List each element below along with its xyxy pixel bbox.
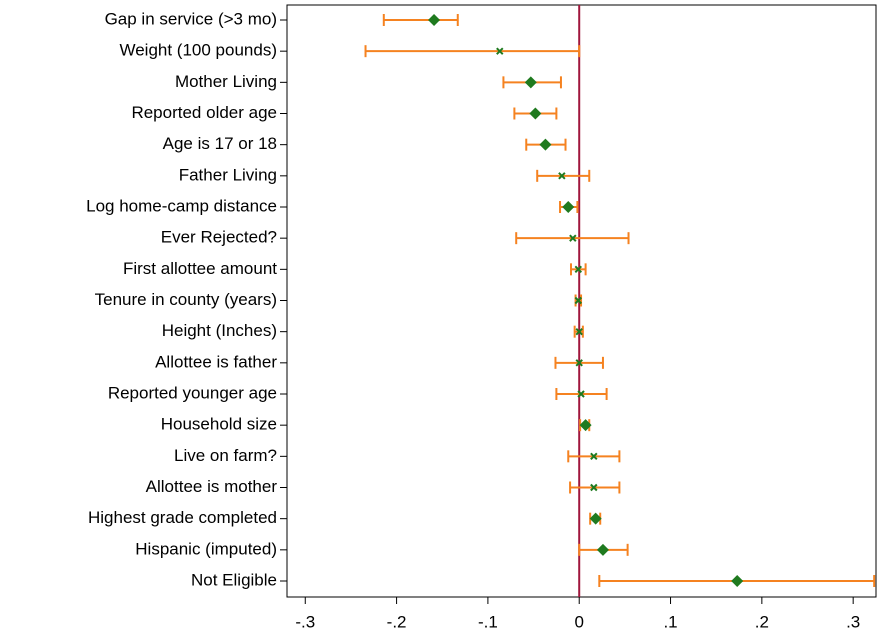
y-tick-label: Household size xyxy=(161,415,277,434)
y-tick-label: Live on farm? xyxy=(174,446,277,465)
estimate-marker xyxy=(574,265,583,274)
x-tick-label: -.1 xyxy=(478,612,498,631)
estimate-marker xyxy=(575,327,583,336)
x-tick-label: -.2 xyxy=(387,612,407,631)
estimate-marker xyxy=(589,512,602,525)
y-tick-label: Tenure in county (years) xyxy=(95,290,277,309)
estimate-marker xyxy=(577,390,585,398)
estimate-marker xyxy=(731,575,744,587)
y-tick-label: First allottee amount xyxy=(123,259,277,278)
y-tick-label: Father Living xyxy=(179,165,277,184)
x-tick-label: -.3 xyxy=(295,612,315,631)
y-tick-label: Allottee is father xyxy=(155,352,277,371)
estimate-marker xyxy=(562,201,575,213)
y-tick-label: Reported younger age xyxy=(108,383,277,402)
y-tick-label: Mother Living xyxy=(175,72,277,91)
y-tick-label: Log home-camp distance xyxy=(86,196,277,215)
y-tick-label: Age is 17 or 18 xyxy=(163,134,277,153)
estimate-marker xyxy=(539,138,552,151)
y-tick-label: Not Eligible xyxy=(191,570,277,589)
y-tick-label: Highest grade completed xyxy=(88,508,277,527)
x-tick-label: 0 xyxy=(574,612,583,631)
y-tick-label: Height (Inches) xyxy=(162,321,277,340)
estimate-marker xyxy=(496,47,504,55)
x-tick-label: .2 xyxy=(755,612,769,631)
x-tick-label: .3 xyxy=(846,612,860,631)
estimate-marker xyxy=(590,452,598,461)
estimate-marker xyxy=(428,14,441,26)
estimate-marker xyxy=(574,296,583,305)
y-tick-label: Weight (100 pounds) xyxy=(119,41,277,60)
estimate-marker xyxy=(590,483,598,492)
estimate-marker xyxy=(596,543,609,556)
y-tick-label: Reported older age xyxy=(131,103,277,122)
y-tick-label: Ever Rejected? xyxy=(161,228,277,247)
x-tick-label: .1 xyxy=(663,612,677,631)
estimate-marker xyxy=(575,359,583,367)
estimate-marker xyxy=(569,234,577,242)
y-tick-label: Allottee is mother xyxy=(146,477,278,496)
y-tick-label: Gap in service (>3 mo) xyxy=(105,9,277,28)
estimate-marker xyxy=(524,76,537,89)
estimate-marker xyxy=(558,172,566,180)
y-tick-label: Hispanic (imputed) xyxy=(135,539,277,558)
estimate-marker xyxy=(579,419,592,432)
estimate-marker xyxy=(529,107,542,120)
